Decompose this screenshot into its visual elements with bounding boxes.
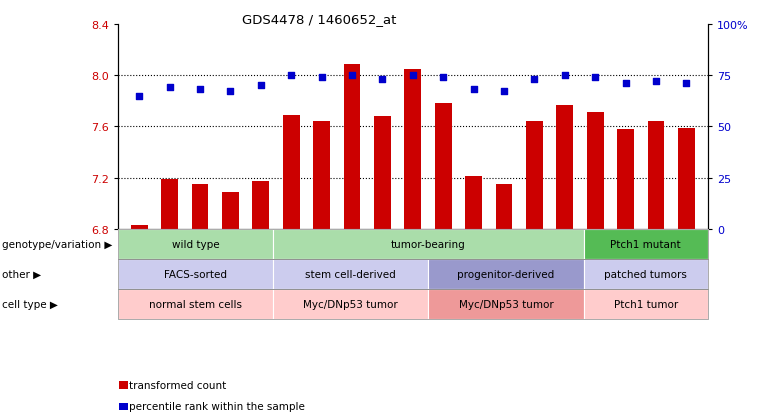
Point bbox=[194, 87, 206, 93]
Point bbox=[407, 73, 419, 79]
Text: FACS-sorted: FACS-sorted bbox=[164, 269, 227, 280]
Bar bbox=[161, 179, 178, 229]
Point bbox=[285, 73, 298, 79]
Point bbox=[224, 89, 237, 95]
Text: patched tumors: patched tumors bbox=[604, 269, 687, 280]
Point bbox=[498, 89, 510, 95]
Point bbox=[528, 77, 540, 83]
Bar bbox=[617, 130, 634, 229]
Text: cell type ▶: cell type ▶ bbox=[2, 299, 57, 310]
Point bbox=[133, 93, 145, 100]
Bar bbox=[526, 122, 543, 229]
Bar bbox=[222, 192, 239, 229]
Bar bbox=[344, 64, 361, 229]
Point bbox=[680, 81, 693, 88]
Text: stem cell-derived: stem cell-derived bbox=[305, 269, 396, 280]
Point bbox=[316, 75, 328, 81]
Point bbox=[346, 73, 358, 79]
Bar bbox=[374, 117, 391, 229]
Bar bbox=[495, 185, 512, 229]
Text: Myc/DNp53 tumor: Myc/DNp53 tumor bbox=[304, 299, 398, 310]
Bar bbox=[283, 116, 300, 229]
Point bbox=[437, 75, 449, 81]
Text: Ptch1 mutant: Ptch1 mutant bbox=[610, 239, 681, 249]
Text: Myc/DNp53 tumor: Myc/DNp53 tumor bbox=[459, 299, 553, 310]
Bar bbox=[435, 104, 451, 229]
Text: tumor-bearing: tumor-bearing bbox=[391, 239, 466, 249]
Bar bbox=[192, 185, 209, 229]
Point bbox=[164, 85, 176, 91]
Text: other ▶: other ▶ bbox=[2, 269, 40, 280]
Text: progenitor-derived: progenitor-derived bbox=[457, 269, 555, 280]
Text: Ptch1 tumor: Ptch1 tumor bbox=[613, 299, 678, 310]
Text: GDS4478 / 1460652_at: GDS4478 / 1460652_at bbox=[243, 13, 396, 26]
Text: wild type: wild type bbox=[172, 239, 219, 249]
Point bbox=[650, 79, 662, 85]
Bar bbox=[405, 69, 421, 229]
Bar bbox=[253, 182, 269, 229]
Text: transformed count: transformed count bbox=[129, 380, 227, 390]
Text: normal stem cells: normal stem cells bbox=[149, 299, 242, 310]
Text: genotype/variation ▶: genotype/variation ▶ bbox=[2, 239, 112, 249]
Text: percentile rank within the sample: percentile rank within the sample bbox=[129, 401, 305, 411]
Bar bbox=[648, 122, 664, 229]
Point bbox=[589, 75, 601, 81]
Point bbox=[619, 81, 632, 88]
Bar bbox=[587, 113, 603, 229]
Point bbox=[255, 83, 267, 90]
Point bbox=[467, 87, 479, 93]
Bar bbox=[465, 177, 482, 229]
Bar bbox=[131, 225, 148, 229]
Bar bbox=[314, 122, 330, 229]
Point bbox=[377, 77, 389, 83]
Bar bbox=[678, 128, 695, 229]
Bar bbox=[556, 105, 573, 229]
Point bbox=[559, 73, 571, 79]
